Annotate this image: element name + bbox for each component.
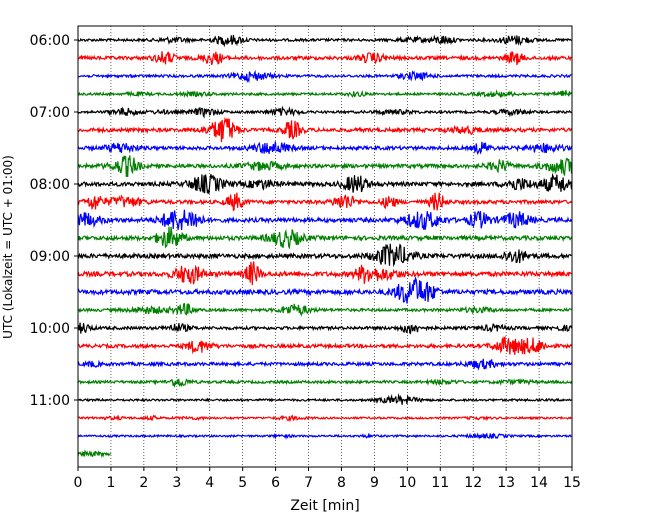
trace-1015 <box>77 335 573 355</box>
x-tick-label: 7 <box>304 475 313 491</box>
y-axis-label: UTC (Lokalzeit = UTC + 01:00) <box>1 155 15 339</box>
trace-0615 <box>77 51 572 66</box>
trace-0645 <box>77 89 573 99</box>
trace-0730 <box>77 141 573 156</box>
trace-1145 <box>77 449 112 459</box>
trace-1100 <box>77 393 572 405</box>
trace-0945 <box>77 302 572 317</box>
y-tick-label: 11:00 <box>30 393 70 409</box>
trace-1130 <box>77 432 572 440</box>
y-tick-label: 09:00 <box>30 249 70 265</box>
trace-0930 <box>77 276 573 304</box>
x-tick-label: 6 <box>271 475 280 491</box>
x-tick-label: 5 <box>238 475 247 491</box>
trace-0900 <box>77 243 572 268</box>
trace-0800 <box>77 172 573 194</box>
x-tick-label: 1 <box>106 475 115 491</box>
x-tick-label: 11 <box>431 475 449 491</box>
x-tick-label: 13 <box>497 475 515 491</box>
trace-0715 <box>77 116 573 143</box>
plot-frame <box>77 25 573 468</box>
x-tick-label: 14 <box>530 475 548 491</box>
trace-0745 <box>77 155 573 178</box>
y-axis: 06:00 07:00 08:00 09:00 10:00 11:00 <box>30 33 78 409</box>
x-tick-label: 2 <box>139 475 148 491</box>
trace-1115 <box>77 414 572 423</box>
x-tick-label: 3 <box>172 475 181 491</box>
x-axis: 0 1 2 3 4 5 6 7 8 9 10 11 12 13 14 15 <box>74 467 581 491</box>
trace-1030 <box>77 358 573 371</box>
x-tick-label: 9 <box>370 475 379 491</box>
trace-0815 <box>77 192 573 212</box>
trace-0700 <box>77 105 573 119</box>
traces <box>77 34 573 459</box>
x-tick-label: 12 <box>464 475 482 491</box>
y-tick-label: 07:00 <box>30 105 70 121</box>
y-tick-label: 06:00 <box>30 33 70 49</box>
trace-1000 <box>77 322 573 335</box>
x-axis-label: Zeit [min] <box>290 498 359 514</box>
trace-0630 <box>77 69 572 84</box>
trace-0915 <box>77 261 572 286</box>
plot-area <box>78 26 572 467</box>
y-tick-label: 10:00 <box>30 321 70 337</box>
x-tick-label: 4 <box>205 475 214 491</box>
x-tick-label: 10 <box>398 475 416 491</box>
trace-1045 <box>77 377 573 388</box>
trace-0600 <box>77 34 572 48</box>
y-tick-label: 08:00 <box>30 177 70 193</box>
trace-0830 <box>77 209 573 231</box>
x-tick-label: 8 <box>337 475 346 491</box>
x-tick-label: 15 <box>563 475 581 491</box>
x-tick-label: 0 <box>74 475 83 491</box>
trace-0845 <box>77 226 573 250</box>
